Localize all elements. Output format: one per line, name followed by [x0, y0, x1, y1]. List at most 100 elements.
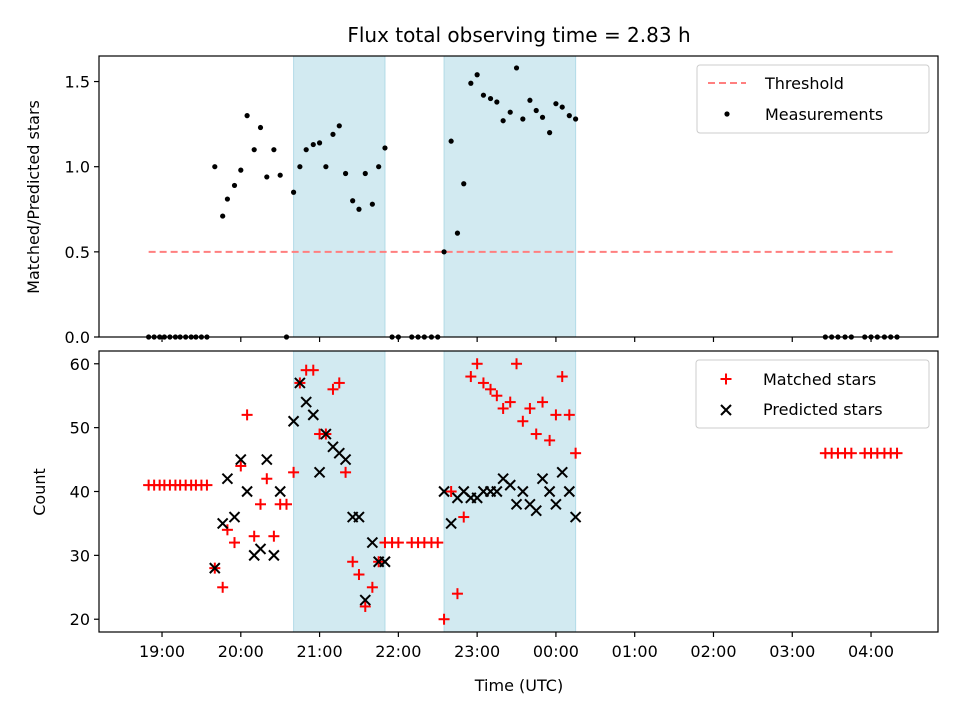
predicted-star-point: [241, 485, 253, 498]
predicted-star-point: [556, 466, 568, 479]
measurement-point: [382, 145, 388, 151]
ratio-legend-box: [696, 64, 930, 134]
measurement-point: [212, 164, 218, 170]
matched-star-point: [477, 377, 489, 389]
measurement-point: [297, 164, 303, 170]
count-y-tick-label: 50: [70, 419, 90, 438]
matched-star-point: [485, 383, 497, 395]
measurement-point: [330, 131, 336, 137]
measurement-point: [323, 164, 329, 170]
measurement-point: [527, 97, 533, 103]
measurement-point: [566, 113, 572, 119]
measurement-point: [487, 95, 494, 102]
matched-star-point: [241, 409, 253, 421]
matched-star-point: [511, 358, 523, 370]
predicted-star-point: [300, 396, 312, 408]
count-y-tick-label: 60: [70, 355, 90, 374]
predicted-star-point: [307, 409, 319, 421]
legend-threshold-label: Threshold: [764, 74, 844, 93]
x-tick-label: 19:00: [139, 642, 185, 661]
count-y-axis-label: Count: [30, 468, 49, 516]
predicted-star-point: [261, 453, 273, 466]
measurement-point: [362, 170, 368, 177]
count-y-tick-label: 40: [70, 483, 90, 502]
x-tick-label: 02:00: [690, 642, 736, 661]
matched-star-point: [497, 402, 509, 414]
measurement-point: [271, 147, 277, 153]
measurement-point: [513, 65, 520, 71]
measurement-point: [468, 80, 474, 86]
legend-matched-swatch: [720, 373, 732, 385]
predicted-star-point: [550, 498, 562, 510]
predicted-star-point: [294, 377, 306, 389]
ratio-legend: Threshold Measurements: [696, 64, 930, 134]
matched-star-point: [451, 588, 463, 600]
matched-star-point: [217, 581, 229, 593]
matched-star-point: [845, 447, 857, 459]
matched-star-point: [261, 473, 273, 485]
count-plot-frame: [98, 350, 939, 633]
matched-star-point: [530, 428, 542, 440]
measurement-point: [376, 164, 382, 170]
ratio-panel: 0.0 0.5 1.0 1.5 Matched/Predicted stars Thr…: [24, 55, 939, 347]
predicted-star-point: [228, 511, 241, 523]
measurement-point: [533, 107, 539, 114]
matched-star-point: [491, 390, 503, 402]
measurement-point: [520, 116, 526, 122]
matched-star-point: [517, 415, 529, 427]
predicted-star-point: [339, 453, 352, 466]
measurement-point: [356, 206, 362, 212]
measurement-point: [277, 172, 283, 178]
predicted-star-point: [530, 504, 542, 517]
ratio-y-tick-label: 1.0: [65, 158, 90, 177]
measurement-point: [441, 249, 447, 255]
measurement-point: [494, 99, 500, 105]
x-tick-label: 00:00: [533, 642, 579, 661]
predicted-star-point: [445, 517, 457, 530]
matched-star-point: [347, 556, 359, 568]
matched-star-point: [891, 447, 903, 459]
matched-star-point: [353, 569, 365, 581]
matched-star-point: [221, 524, 233, 536]
x-tick-label: 04:00: [848, 642, 894, 661]
matched-star-point: [432, 537, 444, 549]
ratio-plot-frame: [98, 55, 939, 338]
measurement-point: [336, 123, 342, 129]
x-tick-label: 23:00: [454, 642, 500, 661]
matched-star-point: [438, 613, 450, 625]
predicted-star-point: [504, 479, 516, 491]
matched-star-point: [340, 466, 352, 478]
predicted-star-point: [491, 485, 503, 498]
measurement-point: [350, 198, 356, 204]
matched-star-point: [333, 377, 345, 389]
legend-measurements-swatch: [724, 111, 730, 117]
chart-title: Flux total observing time = 2.83 h: [347, 23, 690, 47]
legend-predicted-label: Predicted stars: [763, 400, 883, 419]
measurement-point: [220, 213, 226, 219]
count-y-tick-label: 30: [70, 546, 90, 565]
measurement-point: [244, 113, 250, 119]
measurement-point: [342, 170, 349, 177]
measurement-point: [573, 116, 579, 122]
ratio-shaded-interval: [293, 55, 386, 338]
matched-star-point: [445, 486, 457, 497]
matched-star-point: [201, 479, 213, 491]
predicted-star-point: [517, 485, 529, 498]
measurement-point: [553, 101, 559, 107]
predicted-star-point: [438, 485, 450, 498]
ratio-y-tick-label: 0.0: [65, 328, 90, 347]
matched-star-point: [458, 511, 470, 523]
measurement-point: [303, 147, 309, 153]
matched-star-point: [268, 530, 280, 542]
measurement-point: [369, 201, 375, 207]
measurement-point: [224, 196, 231, 202]
matched-star-point: [544, 434, 556, 446]
predicted-star-point: [353, 511, 365, 523]
predicted-star-point: [359, 594, 371, 606]
legend-predicted-marker: [720, 404, 732, 416]
x-tick-label: 21:00: [297, 642, 343, 661]
ratio-y-tick-label: 0.5: [65, 243, 90, 262]
count-y-tick-label: 20: [70, 610, 90, 629]
matched-star-point: [570, 447, 582, 459]
measurement-point: [257, 124, 264, 131]
